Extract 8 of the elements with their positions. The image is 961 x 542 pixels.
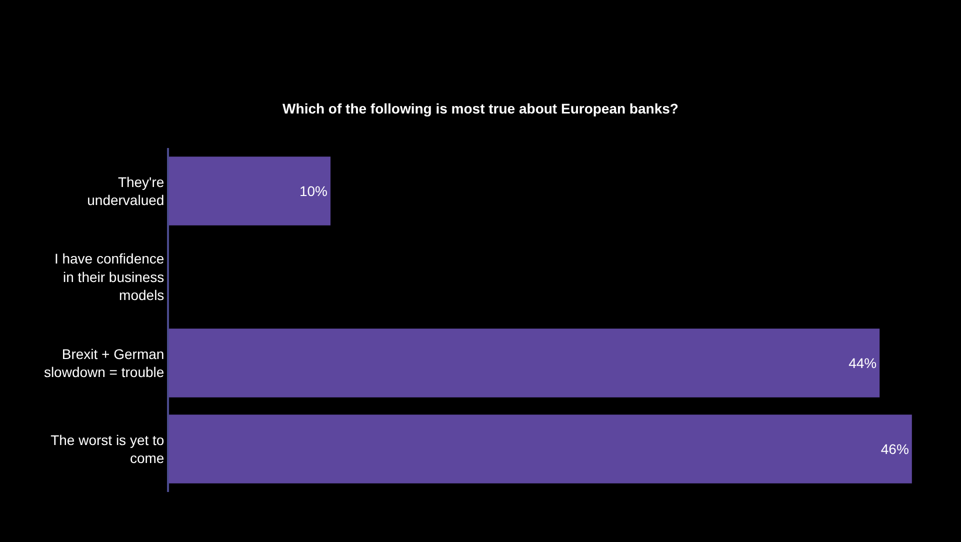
y-tick-label: The worst is yet to come [50,432,164,466]
data-label: 46% [880,441,909,457]
y-tick-label: They're undervalued [87,174,164,208]
data-label: 10% [299,183,328,199]
data-label: 44% [848,355,877,371]
y-tick-label: Brexit + German slowdown = trouble [44,346,164,380]
y-tick-label: I have confidence in their business models [54,250,164,304]
chart-title: Which of the following is most true about European banks? [282,100,678,116]
